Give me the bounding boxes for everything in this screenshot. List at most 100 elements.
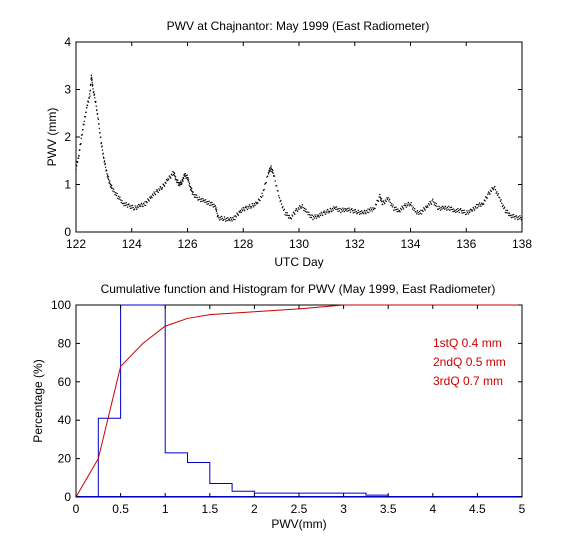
data-point: [234, 218, 236, 221]
data-point: [296, 210, 299, 213]
data-point: [315, 217, 318, 219]
data-point: [380, 198, 383, 200]
data-point: [502, 204, 504, 206]
data-point: [179, 183, 182, 185]
data-point: [302, 206, 304, 209]
data-point: [478, 205, 480, 207]
pwv-timeseries-chart: PWV at Chajnantor: May 1999 (East Radiom…: [45, 19, 532, 269]
data-point: [267, 171, 270, 174]
data-point: [162, 183, 164, 185]
data-point: [112, 188, 115, 190]
chart2-y-axis: 0 20 40 60 80 100: [51, 298, 522, 504]
y-tick-label: 4: [64, 35, 71, 49]
data-point: [205, 201, 208, 203]
data-point: [512, 216, 514, 218]
data-point: [120, 202, 122, 204]
data-point: [242, 206, 244, 209]
data-point: [367, 211, 370, 214]
data-point: [193, 196, 196, 198]
x-tick-label: 5: [519, 502, 526, 516]
data-point: [147, 198, 149, 200]
data-point: [278, 195, 280, 197]
data-point: [96, 109, 98, 111]
data-point: [294, 213, 296, 216]
data-point: [255, 203, 258, 205]
data-point: [195, 194, 198, 196]
data-point: [243, 208, 245, 210]
data-point: [240, 211, 242, 213]
data-point: [319, 213, 321, 215]
data-point: [411, 208, 414, 210]
y-tick-label: 80: [58, 336, 72, 350]
y-tick-label: 60: [58, 375, 72, 389]
chart1-series: [75, 74, 523, 222]
data-point: [457, 208, 459, 210]
data-point: [497, 193, 500, 195]
data-point: [307, 213, 309, 216]
data-point: [411, 205, 413, 207]
x-tick-label: 134: [400, 237, 420, 251]
data-point: [126, 206, 129, 208]
data-point: [387, 197, 389, 199]
data-point: [355, 210, 357, 213]
data-point: [441, 205, 444, 208]
data-point: [375, 204, 378, 206]
data-point: [425, 205, 427, 208]
data-point: [297, 207, 300, 209]
data-point: [151, 193, 154, 195]
data-point: [321, 214, 324, 217]
data-point: [310, 216, 313, 219]
data-point: [291, 214, 293, 216]
chart2-cumulative: [75, 304, 522, 498]
data-point: [458, 211, 460, 214]
data-point: [119, 196, 121, 198]
data-point: [146, 201, 148, 204]
data-point: [284, 214, 286, 216]
data-point: [285, 211, 287, 214]
data-point: [365, 213, 367, 215]
data-point: [117, 197, 119, 199]
data-point: [332, 209, 334, 211]
chart1-title: PWV at Chajnantor: May 1999 (East Radiom…: [167, 19, 430, 33]
chart2-x-label: PWV(mm): [271, 517, 326, 531]
data-point: [170, 173, 173, 176]
data-point: [285, 214, 288, 216]
data-point: [200, 200, 202, 203]
data-point: [462, 212, 465, 214]
data-point: [124, 202, 126, 204]
data-point: [109, 180, 111, 182]
data-point: [223, 216, 226, 218]
data-point: [418, 213, 420, 216]
data-point: [206, 203, 208, 205]
data-point: [218, 219, 221, 221]
data-point: [348, 207, 350, 209]
data-point: [329, 207, 332, 210]
data-point: [508, 214, 510, 217]
data-point: [213, 203, 215, 206]
data-point: [505, 209, 507, 211]
data-point: [517, 218, 519, 221]
data-point: [107, 174, 109, 176]
data-point: [133, 208, 136, 210]
chart2-plot-area: [75, 304, 523, 498]
data-point: [474, 206, 477, 208]
data-point: [130, 205, 132, 207]
x-tick-label: 1.5: [201, 502, 218, 516]
data-point: [347, 207, 349, 210]
data-point: [128, 203, 130, 205]
data-point: [220, 218, 222, 220]
data-point: [349, 211, 352, 213]
data-point: [107, 175, 110, 178]
data-point: [244, 206, 247, 209]
data-point: [303, 209, 305, 212]
data-point: [345, 208, 348, 210]
data-point: [87, 101, 90, 103]
data-point: [124, 204, 127, 207]
data-point: [501, 202, 503, 204]
data-point: [93, 90, 95, 93]
data-point: [506, 209, 509, 212]
data-point: [79, 149, 81, 151]
data-point: [236, 213, 239, 215]
data-point: [487, 191, 490, 193]
data-point: [335, 206, 338, 208]
